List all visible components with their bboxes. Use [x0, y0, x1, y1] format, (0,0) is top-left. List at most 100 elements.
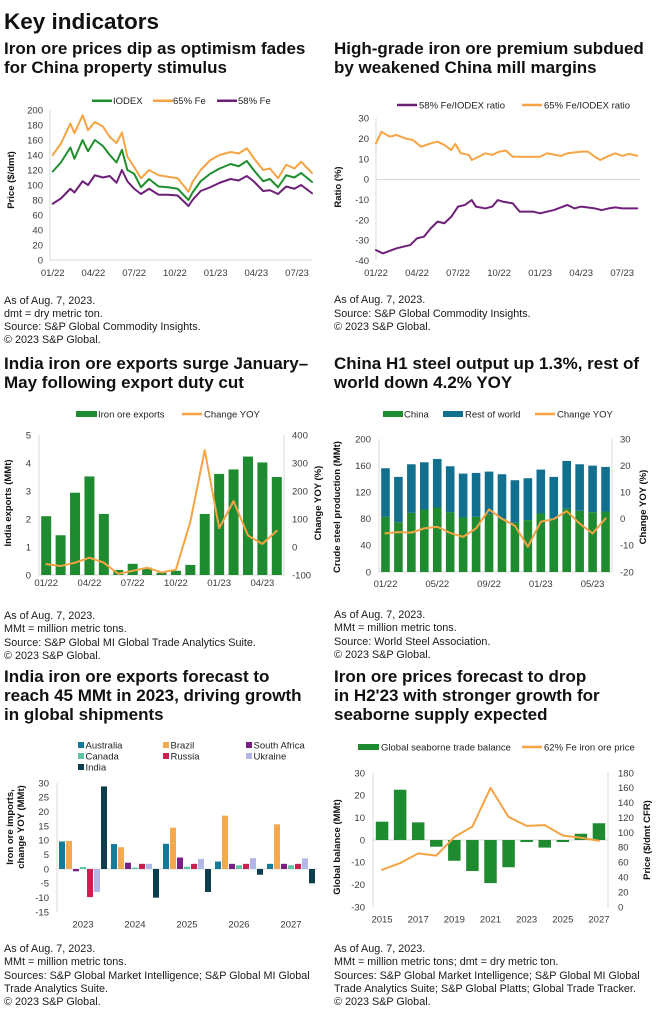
x-tick-label: 07/22 — [121, 578, 145, 589]
bar-rest-of-world — [432, 458, 442, 508]
y-tick-label: 140 — [27, 150, 43, 161]
y-tick-label: 20 — [32, 240, 43, 251]
heading-line: in global shipments — [4, 705, 164, 724]
chart-heading: Iron ore prices forecast to drop in H2'2… — [334, 667, 600, 724]
bar-iron-ore-exports — [41, 516, 52, 575]
y-axis-title: Price ($/dmt) — [6, 151, 17, 209]
bar-china — [575, 510, 584, 572]
legend-bar-swatch — [163, 742, 169, 748]
y2-axis-title: Change YOY (%) — [313, 466, 324, 541]
y2-tick-label: 160 — [618, 783, 634, 794]
bar-rest-of-world — [484, 471, 494, 515]
series-line-58-fe — [51, 169, 313, 207]
legend-label: 58% Fe/IODEX ratio — [419, 100, 505, 111]
y-tick-label: 5 — [44, 850, 49, 861]
bar-iron-ore-exports — [228, 469, 239, 575]
y2-tick-label: 0 — [620, 514, 625, 525]
y-axis-title: Crude steel production (MMt) — [332, 441, 343, 573]
bar-iron-ore-exports — [84, 476, 95, 575]
bar-brazil — [222, 815, 228, 869]
bar-iron-ore-exports — [257, 462, 268, 575]
y-tick-label: 2 — [26, 514, 31, 525]
y-tick-label: -10 — [351, 858, 365, 869]
y-tick-label: 120 — [27, 165, 43, 176]
legend-label: IODEX — [113, 96, 143, 107]
legend-label: Australia — [86, 740, 124, 751]
note-line: MMt = million metric tons; dmt = dry met… — [334, 956, 559, 969]
y2-axis-title: Change YOY (%) — [638, 470, 649, 545]
note-line: MMt = million metric tons. — [4, 956, 127, 969]
x-tick-label: 07/23 — [610, 268, 634, 279]
y2-tick-label: -20 — [620, 567, 634, 578]
bar-ukraine — [94, 869, 100, 892]
bar-china — [510, 522, 520, 572]
note-line: As of Aug. 7, 2023. — [334, 294, 426, 307]
bar-rest-of-world — [575, 464, 584, 511]
bar-china — [445, 512, 455, 572]
bar-canada — [236, 865, 242, 869]
series-line-65-fe-iodex-ratio — [375, 130, 639, 161]
bar-rest-of-world — [588, 465, 597, 513]
note-line: Source: World Steel Association. — [334, 635, 491, 648]
legend-label: Change YOY — [557, 409, 613, 420]
heading-line: for China property stimulus — [4, 57, 227, 77]
y-tick-label: 15 — [38, 821, 49, 832]
x-tick-label: 01/23 — [207, 578, 231, 589]
note-line: © 2023 S&P Global. — [4, 334, 101, 347]
bar-russia — [243, 863, 249, 869]
x-tick-label: 01/23 — [529, 579, 553, 590]
y-tick-label: 10 — [358, 154, 369, 165]
y-axis-title: change YOY (MMt) — [16, 785, 27, 869]
y2-tick-label: 0 — [292, 542, 297, 553]
note-line: As of Aug. 7, 2023. — [4, 610, 96, 622]
heading-line: by weakened China mill margins — [334, 57, 597, 77]
heading-line: in H2'23 with stronger growth for — [334, 686, 600, 705]
chart-seaborne-balance: -30 -20 -10 0 10 20 30 0 20 40 60 80 100 120 140 160 180… — [332, 742, 653, 926]
bar-russia — [139, 863, 145, 869]
bar-global-seaborne-trade-balance — [393, 789, 407, 840]
x-tick-label: 2023 — [516, 915, 537, 926]
y-tick-label: 4 — [26, 458, 31, 469]
page-title: Key indicators — [4, 9, 160, 34]
note-line: Trade Analytics Suite. — [4, 982, 109, 995]
legend-label: 62% Fe iron ore price — [544, 742, 635, 753]
y-tick-label: 20 — [38, 807, 49, 818]
bar-global-seaborne-trade-balance — [502, 840, 515, 868]
y2-tick-label: 20 — [618, 887, 629, 898]
y2-tick-label: 180 — [618, 768, 634, 779]
y-axis-title: Global balance (MMt) — [332, 799, 343, 895]
bar-australia — [215, 861, 221, 869]
bar-iron-ore-exports — [98, 513, 109, 575]
x-tick-label: 04/23 — [569, 268, 593, 279]
y2-tick-label: 400 — [292, 430, 308, 441]
legend-bar-swatch — [78, 753, 84, 759]
y-tick-label: 160 — [355, 461, 371, 472]
y-tick-label: -15 — [35, 907, 49, 918]
bar-rest-of-world — [407, 464, 416, 513]
y-tick-label: 3 — [26, 486, 31, 497]
bar-india — [309, 869, 315, 884]
chart-steel-production: 0 40 80 120 160 200 -20 -10 0 10 20 30 01/22 05/22 09/… — [332, 409, 649, 590]
y-tick-label: -5 — [41, 879, 49, 890]
bar-brazil — [118, 847, 124, 869]
heading-line: India iron ore exports forecast to — [4, 667, 270, 686]
note-line: © 2023 S&P Global. — [4, 649, 101, 662]
y-axis-title: Ratio (%) — [333, 166, 344, 207]
x-tick-label: 04/22 — [78, 578, 102, 589]
x-tick-label: 10/22 — [164, 578, 188, 589]
y-tick-label: -10 — [35, 893, 49, 904]
legend-bar-swatch — [246, 742, 252, 748]
bar-south-africa — [177, 857, 183, 869]
y-tick-label: 160 — [27, 135, 43, 146]
series-line-change-yoy — [45, 449, 278, 575]
bar-russia — [191, 863, 197, 869]
y-tick-label: 0 — [26, 570, 31, 581]
note-line: Sources: S&P Global Market Intelligence;… — [4, 969, 310, 982]
y-axis-title: Iron ore imports, — [5, 789, 16, 864]
y-tick-label: -30 — [355, 236, 369, 247]
y-tick-label: 180 — [27, 120, 43, 131]
bar-brazil — [66, 840, 72, 869]
bar-india — [205, 869, 211, 892]
x-tick-label: 01/22 — [34, 578, 58, 589]
